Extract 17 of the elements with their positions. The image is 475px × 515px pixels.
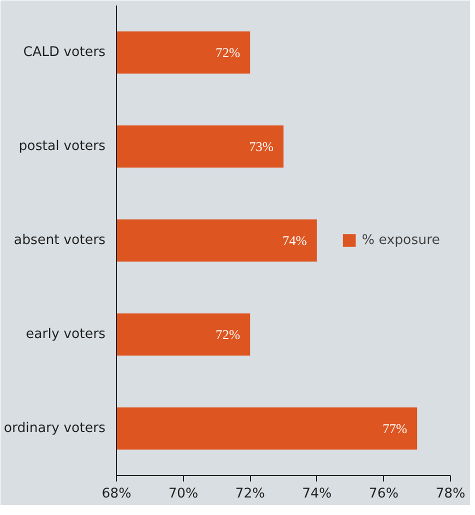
x-tick-label: 74% <box>302 486 332 502</box>
y-tick-label: CALD voters <box>23 45 106 60</box>
x-tick-label: 72% <box>235 486 265 502</box>
x-tick-label: 70% <box>168 486 198 502</box>
data-label: 73% <box>249 139 274 154</box>
y-tick-label: absent voters <box>14 233 106 248</box>
x-tick-label: 68% <box>102 486 132 502</box>
x-tick-label: 78% <box>436 486 466 502</box>
data-label: 72% <box>216 45 240 60</box>
data-label: 77% <box>382 421 408 436</box>
data-label: 72% <box>216 327 240 342</box>
y-tick-label: postal voters <box>18 139 106 154</box>
y-tick-label: early voters <box>26 327 106 342</box>
legend-label: % exposure <box>362 232 440 248</box>
y-tick-label: ordinary voters <box>4 421 106 436</box>
data-label: 74% <box>282 233 307 248</box>
x-tick-label: 76% <box>368 486 399 502</box>
